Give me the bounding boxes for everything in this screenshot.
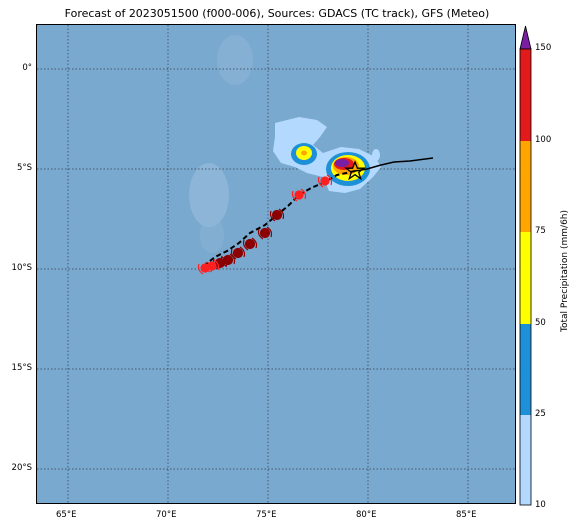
colorbar-tick: 25 [535,409,546,419]
ocean-background [37,25,515,503]
colorbar-segment [520,415,531,505]
lat-label: 20°S [11,463,32,473]
colorbar-title: Total Precipitation (mm/6h) [560,209,570,332]
forecast-point [242,237,258,251]
star-icon [344,160,366,181]
forecast-positions [197,174,333,275]
colorbar-segment [520,324,531,415]
colorbar-tick: 75 [535,226,546,236]
lon-label: 85°E [456,510,477,520]
colorbar-outline [519,48,532,506]
precipitation-colorbar [519,25,532,506]
cloud-patch [200,217,224,253]
map-canvas [37,25,515,503]
forecast-point [269,208,285,222]
forecast-point [230,246,246,260]
lon-label: 65°E [56,510,77,520]
graticule [37,25,515,503]
map-title: Forecast of 2023051500 (f000-006), Sourc… [64,7,490,20]
forecast-point [257,226,273,240]
colorbar-tick: 10 [535,500,546,510]
forecast-point [291,188,307,202]
colorbar-segment [520,49,531,141]
lon-label: 70°E [156,510,177,520]
colorbar-extend-arrow [519,25,532,50]
lat-label: 10°S [11,263,32,273]
lon-label: 75°E [256,510,277,520]
lat-label: 5°S [16,163,32,173]
colorbar-tick: 50 [535,318,546,328]
cloud-patch [189,163,229,227]
lat-label: 15°S [11,363,32,373]
forecast-point [197,261,213,275]
colorbar-segment [520,141,531,232]
colorbar-tick: 100 [535,135,552,145]
colorbar-tick: 150 [535,43,552,53]
lon-label: 80°E [356,510,377,520]
cloud-patch [217,35,253,85]
colorbar-segment [520,232,531,324]
forecast-point [317,174,333,188]
observed-track-line [354,157,434,172]
map-panel[interactable] [36,24,516,504]
lat-label: 0° [22,63,32,73]
